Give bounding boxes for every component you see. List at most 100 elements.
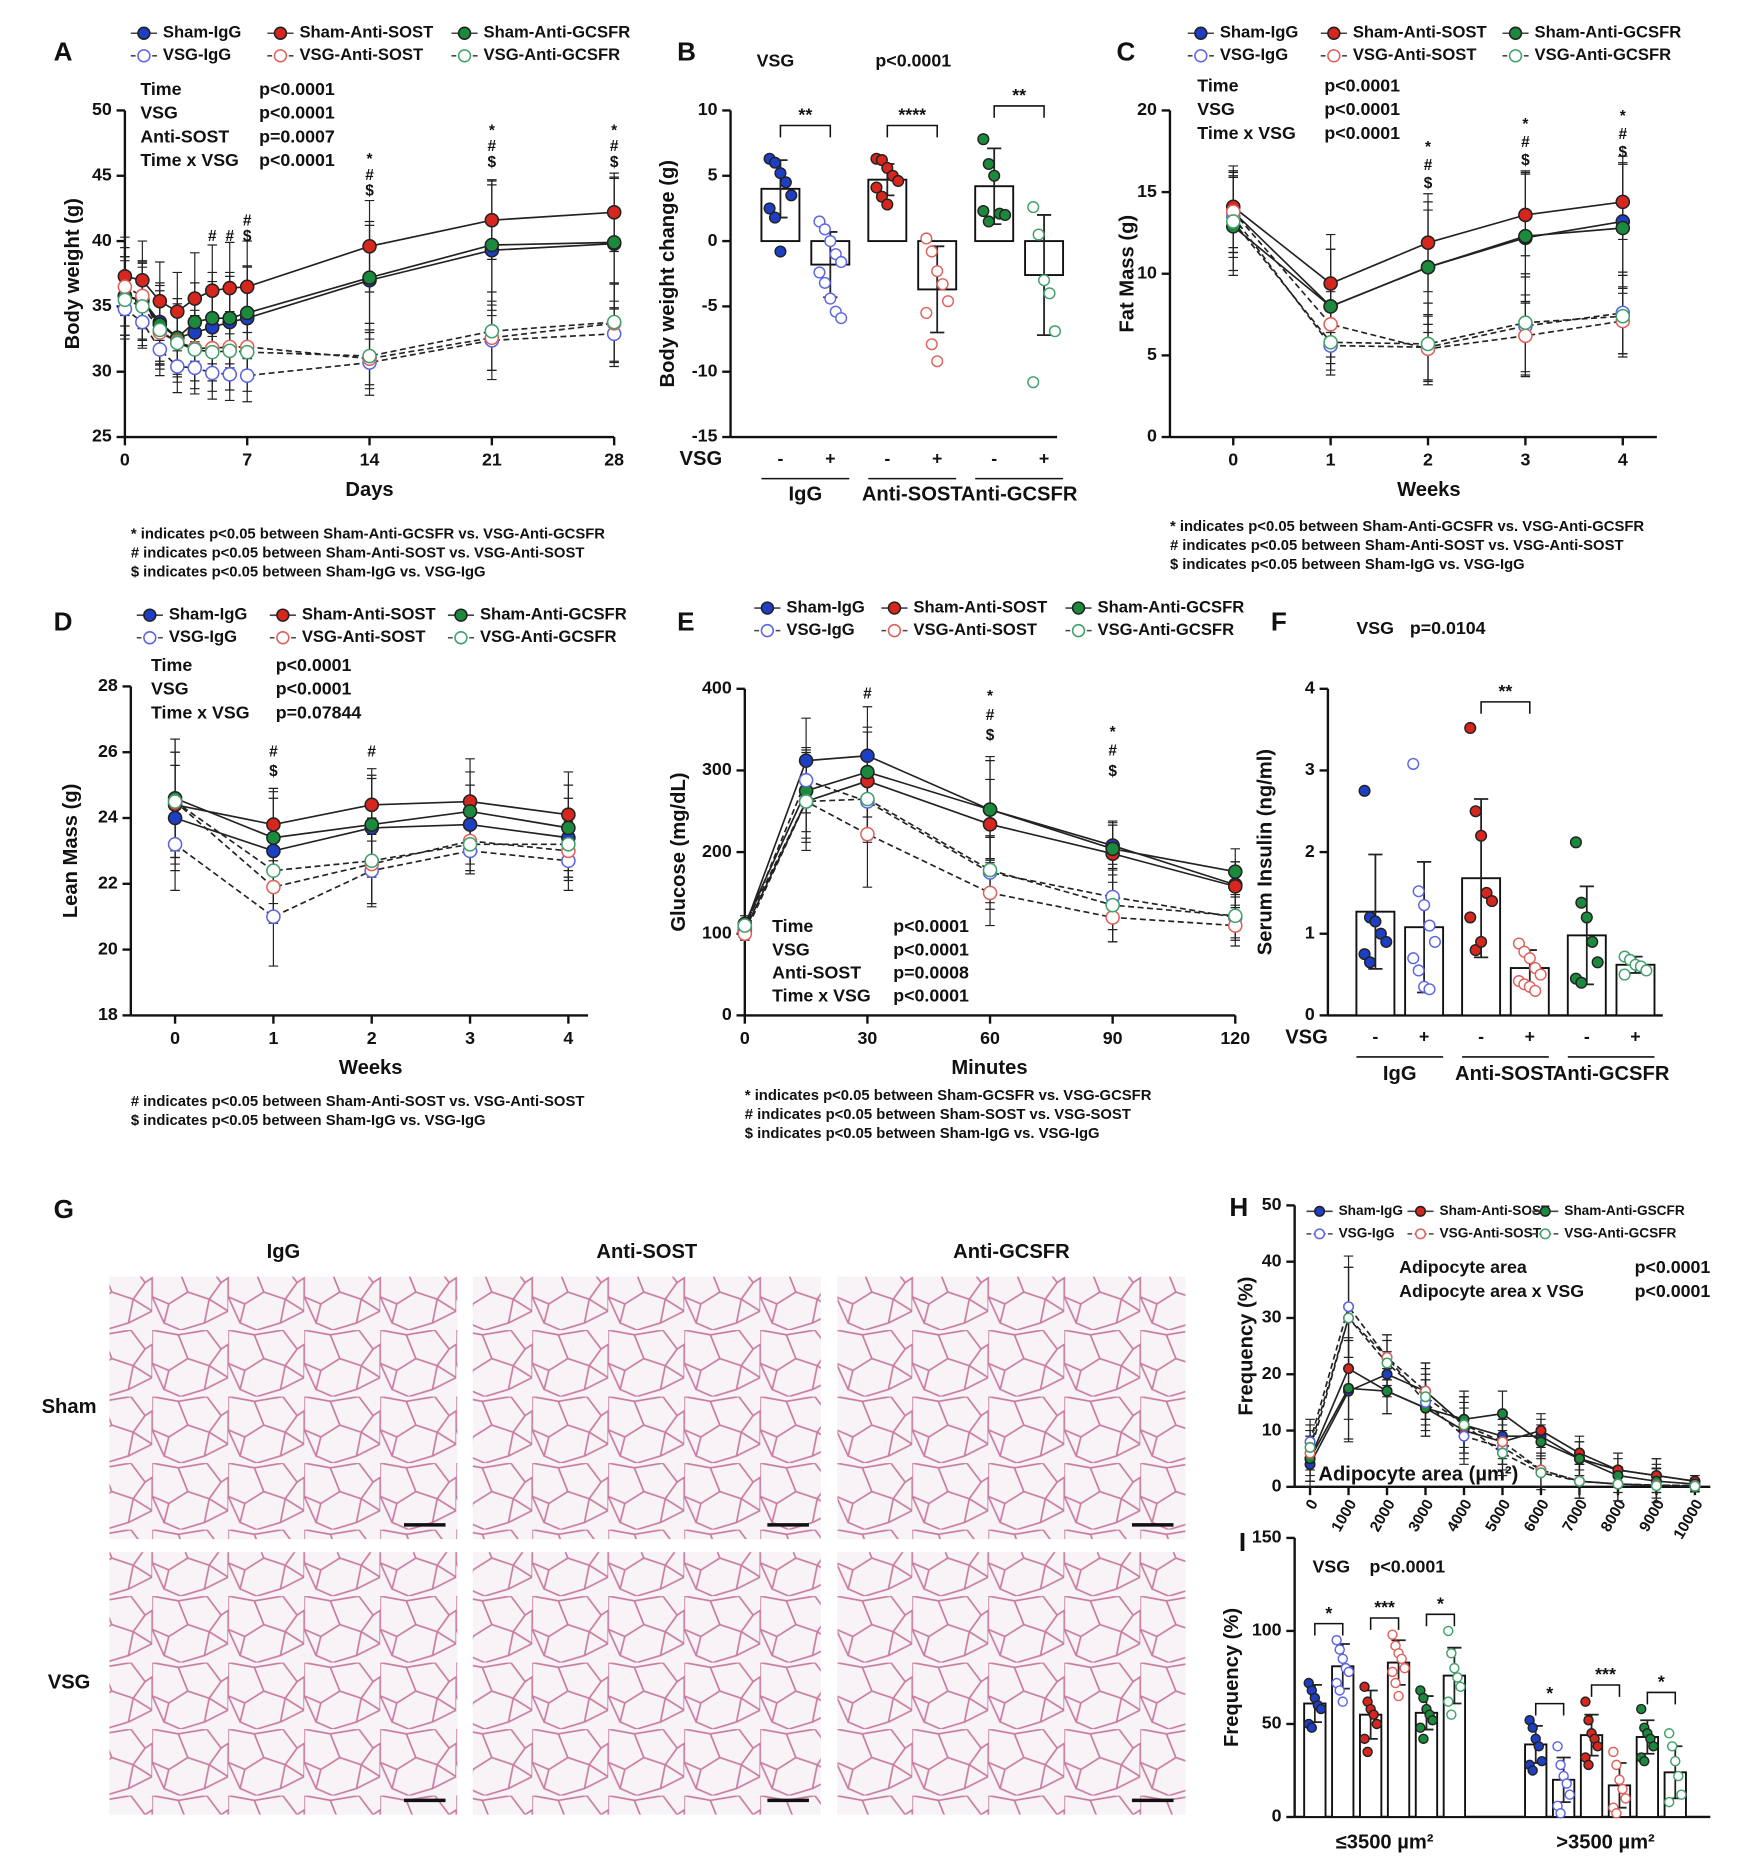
data-point <box>1464 721 1477 735</box>
sign-label: + <box>1525 1027 1535 1047</box>
data-point <box>1407 952 1420 965</box>
annotation: # <box>243 213 252 230</box>
x-tick-label: 0 <box>1228 449 1238 469</box>
y-tick-label: 0 <box>1305 1004 1315 1024</box>
y-tick-label: 25 <box>92 426 112 446</box>
data-point <box>1374 927 1387 940</box>
annotation: # <box>488 138 497 155</box>
comparison-label: * <box>1325 1603 1332 1623</box>
annotation: $ <box>1424 175 1433 192</box>
data-point <box>1496 1436 1509 1448</box>
data-point <box>1369 915 1382 928</box>
comparison-label: *** <box>1374 1597 1395 1617</box>
legend-label: VSG-Anti-SOST <box>302 627 426 646</box>
data-point <box>1564 1789 1575 1800</box>
footnote: * indicates p<0.05 between Sham-Anti-GCS… <box>1170 519 1644 535</box>
data-point <box>1663 1728 1675 1739</box>
data-point <box>768 156 782 169</box>
data-point <box>1343 1666 1355 1678</box>
comparison-label: * <box>1658 1672 1665 1692</box>
data-point <box>1580 911 1593 924</box>
data-point <box>152 322 168 338</box>
y-tick-label: 50 <box>1262 1713 1282 1733</box>
y-tick-label: 26 <box>98 741 118 761</box>
legend-marker <box>1327 26 1341 40</box>
legend-label: Sham-Anti-SOST <box>1353 23 1487 42</box>
data-point <box>462 817 478 832</box>
data-point <box>170 335 185 351</box>
data-point <box>187 291 203 306</box>
micrograph-image <box>472 1276 821 1540</box>
data-point <box>1670 1755 1681 1767</box>
y-axis-label: Lean Mass (g) <box>60 784 82 919</box>
data-point <box>1583 1715 1594 1726</box>
legend-marker <box>1194 49 1208 63</box>
annotation: # <box>1108 743 1117 760</box>
footnote: # indicates p<0.05 between Sham-Anti-SOS… <box>131 545 585 561</box>
x-tick-label: 14 <box>360 449 380 469</box>
x-axis-label: Adipocyte area (µm²) <box>1318 1463 1518 1485</box>
x-tick-label: 4 <box>563 1028 573 1048</box>
error-bar <box>1473 798 1489 959</box>
data-point <box>818 223 831 236</box>
data-point <box>1387 1666 1398 1678</box>
y-tick-label: 30 <box>92 360 112 380</box>
data-point <box>785 189 798 202</box>
data-point <box>167 794 183 809</box>
data-point <box>167 837 183 852</box>
data-point <box>1343 1382 1355 1394</box>
annotation: # <box>367 743 376 760</box>
group-label: Anti-SOST <box>1455 1063 1557 1085</box>
stat-label: Time x VSG <box>1197 123 1296 143</box>
footnote: $ indicates p<0.05 between Sham-IgG vs. … <box>131 1113 486 1129</box>
data-point <box>1371 1718 1382 1730</box>
y-tick-label: 5 <box>1147 344 1157 364</box>
data-point <box>1337 1653 1348 1665</box>
data-point <box>1323 335 1338 350</box>
x-tick-label: 7 <box>242 449 252 469</box>
legend-label: Sham-IgG <box>1220 23 1298 42</box>
micrograph-image <box>472 1552 821 1815</box>
data-point <box>1038 274 1051 287</box>
annotation: * <box>1425 139 1431 156</box>
annotation: $ <box>1108 763 1117 780</box>
stat-label: VSG <box>1197 99 1235 119</box>
annotation: * <box>367 151 373 168</box>
x-tick-label: 30 <box>858 1028 878 1048</box>
y-tick-label: 45 <box>92 164 112 184</box>
data-point <box>1586 935 1599 948</box>
legend-marker <box>1508 26 1523 40</box>
stat-label: Time <box>151 655 192 675</box>
row-label: VSG <box>680 448 723 470</box>
stat-label: VSG <box>1356 618 1394 638</box>
annotation: * <box>1110 724 1116 741</box>
legend-marker <box>457 26 472 40</box>
legend-label: VSG-IgG <box>786 620 854 639</box>
y-tick-label: 20 <box>98 938 118 958</box>
data-point <box>1480 886 1493 899</box>
data-point <box>1469 944 1482 957</box>
data-point <box>239 344 255 360</box>
data-point <box>167 810 183 826</box>
sign-label: - <box>777 448 783 468</box>
data-point <box>1464 911 1477 924</box>
stat-value: p<0.0001 <box>893 916 969 936</box>
data-point <box>1475 935 1488 948</box>
sign-label: - <box>1478 1027 1484 1047</box>
data-point <box>1455 1681 1466 1692</box>
data-point <box>1315 1703 1327 1715</box>
data-point <box>1536 1755 1548 1767</box>
comparison-bracket <box>886 124 938 138</box>
data-point <box>1648 1741 1659 1752</box>
stat-label: Time <box>1197 75 1238 95</box>
data-point <box>1381 1368 1393 1380</box>
stat-value: p<0.0001 <box>875 50 951 70</box>
annotation: # <box>986 707 995 724</box>
data-point <box>462 804 478 819</box>
x-tick-label: 120 <box>1220 1028 1250 1048</box>
data-point <box>1575 976 1588 989</box>
stat-value: p<0.0001 <box>893 986 969 1006</box>
data-point <box>931 265 944 278</box>
data-point <box>266 879 281 895</box>
data-point <box>1399 1662 1410 1674</box>
